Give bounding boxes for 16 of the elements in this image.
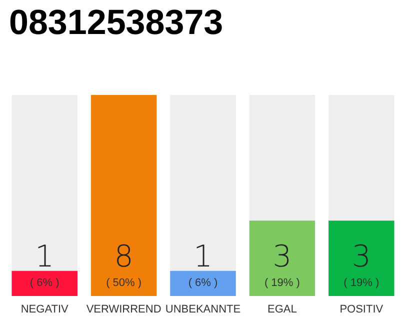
x-tick-label: NEGATIV (20, 304, 69, 316)
annotation: ( 19% ) (264, 277, 300, 289)
x-tick-label: UNBEKANNTE (165, 304, 241, 316)
data-label: 3 (352, 240, 371, 274)
annotation: ( 6% ) (188, 277, 218, 289)
data-label: 3 (272, 240, 292, 274)
annotation: ( 6% ) (30, 277, 60, 289)
data-label: 1 (193, 240, 213, 274)
annotation: ( 19% ) (344, 277, 380, 289)
annotation: ( 50% ) (106, 277, 142, 289)
chart-title: 08312538373 (9, 3, 224, 42)
x-tick-label: EGAL (268, 304, 297, 316)
x-tick-label: VERWIRREND (86, 304, 162, 316)
data-label: 1 (35, 240, 54, 274)
data-label: 8 (114, 240, 134, 274)
x-tick-label: POSITIV (340, 304, 384, 316)
